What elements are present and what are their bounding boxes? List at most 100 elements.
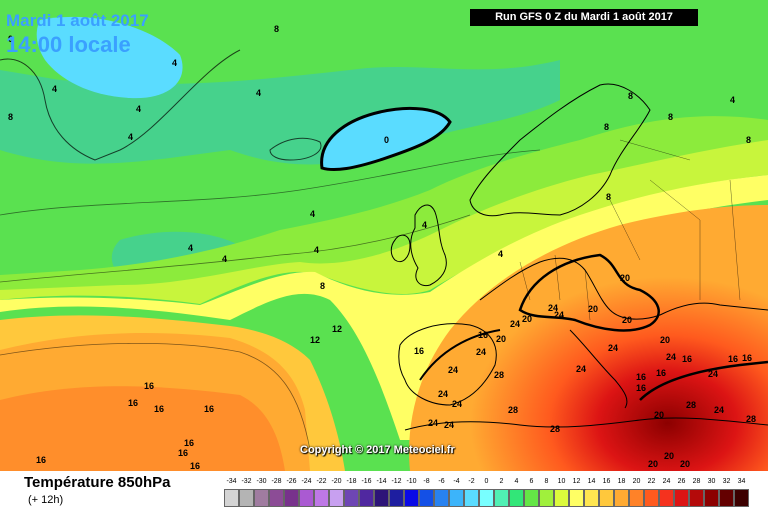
field-heat-dome	[409, 205, 768, 471]
scale-swatch	[299, 489, 314, 507]
temperature-850hpa-map: 0 4 4 8 4 4 4 0 4 4 4 4 8 12 12 16 16 16…	[0, 0, 768, 471]
field-band-orange-3	[0, 386, 285, 471]
scale-swatch	[659, 489, 674, 507]
scale-tick-label: 18	[617, 478, 626, 485]
scale-swatch	[464, 489, 479, 507]
map-label: 4	[310, 209, 315, 219]
map-label: 4	[422, 220, 427, 230]
field-band-yellowgreen	[0, 140, 768, 304]
map-label: 8	[604, 122, 609, 132]
scale-swatch	[674, 489, 689, 507]
map-label: 24	[438, 389, 448, 399]
map-label: 24	[708, 369, 718, 379]
map-label: 16	[144, 381, 154, 391]
scale-tick-label: -6	[438, 478, 445, 485]
scale-swatch	[524, 489, 539, 507]
scale-swatch	[344, 489, 359, 507]
scale-swatch	[329, 489, 344, 507]
scale-tick-label: -26	[286, 478, 297, 485]
map-label: 24	[608, 343, 618, 353]
map-label: 20	[680, 459, 690, 469]
scale-tick-label: -22	[316, 478, 327, 485]
map-label: 0	[384, 135, 389, 145]
scale-swatch	[554, 489, 569, 507]
scale-swatch	[479, 489, 494, 507]
scale-swatch	[584, 489, 599, 507]
scale-swatch	[599, 489, 614, 507]
map-label: 28	[550, 424, 560, 434]
map-label: 24	[666, 352, 676, 362]
map-label: 4	[256, 88, 261, 98]
map-label: 24	[510, 319, 520, 329]
map-label: 20	[660, 335, 670, 345]
scale-swatch	[614, 489, 629, 507]
map-label: 24	[576, 364, 586, 374]
scale-swatch	[314, 489, 329, 507]
copyright-notice: Copyright © 2017 Meteociel.fr	[300, 444, 455, 456]
forecast-time: 14:00 locale	[6, 32, 131, 57]
scale-tick-label: -24	[301, 478, 312, 485]
map-label: 8	[746, 135, 751, 145]
scale-tick-label: 10	[557, 478, 566, 485]
scale-swatch	[449, 489, 464, 507]
map-label: 0	[8, 34, 13, 44]
scale-swatch	[734, 489, 749, 507]
coastline-europe	[479, 257, 768, 320]
map-label: 16	[204, 404, 214, 414]
scale-tick-label: -28	[271, 478, 282, 485]
scale-tick-label: -32	[241, 478, 252, 485]
map-label: 16	[128, 398, 138, 408]
scale-swatch	[569, 489, 584, 507]
scale-tick-label: -2	[468, 478, 475, 485]
model-run-label: Run GFS 0 Z du Mardi 1 août 2017	[470, 9, 698, 26]
field-cold-pool-greenland	[36, 16, 183, 99]
country-borders	[519, 139, 741, 321]
scale-tick-label: -20	[331, 478, 342, 485]
scale-tick-label: -8	[423, 478, 430, 485]
map-label: 20	[654, 410, 664, 420]
map-label: 28	[686, 400, 696, 410]
scale-tick-label: -12	[391, 478, 402, 485]
isotherm-4	[0, 149, 541, 216]
map-label: 4	[136, 104, 141, 114]
scale-swatch	[689, 489, 704, 507]
scale-swatch	[719, 489, 734, 507]
map-label: 12	[332, 324, 342, 334]
map-label: 16	[728, 354, 738, 364]
map-label: 8	[668, 112, 673, 122]
scale-tick-label: 0	[484, 478, 489, 485]
map-label: 4	[498, 249, 503, 259]
scale-tick-label: 2	[499, 478, 504, 485]
map-label: 16	[742, 353, 752, 363]
map-label: 16	[636, 383, 646, 393]
scale-tick-label: 22	[647, 478, 656, 485]
map-label: 24	[476, 347, 486, 357]
scale-tick-label: -14	[376, 478, 387, 485]
map-label: 28	[494, 370, 504, 380]
map-label: 16	[184, 438, 194, 448]
scale-tick-label: 14	[587, 478, 596, 485]
coastline-britain	[410, 204, 447, 287]
scale-swatch	[374, 489, 389, 507]
map-label: 24	[448, 365, 458, 375]
scale-swatch	[404, 489, 419, 507]
field-cold-pool-north-sea	[320, 106, 452, 172]
scale-tick-label: 6	[529, 478, 534, 485]
scale-swatch	[704, 489, 719, 507]
scale-tick-label: 12	[572, 478, 581, 485]
scale-swatch	[239, 489, 254, 507]
map-label: 16	[656, 368, 666, 378]
coastline-italy	[569, 329, 628, 409]
map-label: 8	[8, 112, 13, 122]
map-label: 20	[648, 459, 658, 469]
scale-swatch	[269, 489, 284, 507]
map-label: 20	[664, 451, 674, 461]
map-label: 20	[522, 314, 532, 324]
scale-swatch	[224, 489, 239, 507]
scale-swatch	[539, 489, 554, 507]
scale-tick-label: 8	[544, 478, 549, 485]
map-label: 24	[548, 303, 558, 313]
isotherm-20-south	[419, 329, 501, 381]
map-label: 20	[496, 334, 506, 344]
